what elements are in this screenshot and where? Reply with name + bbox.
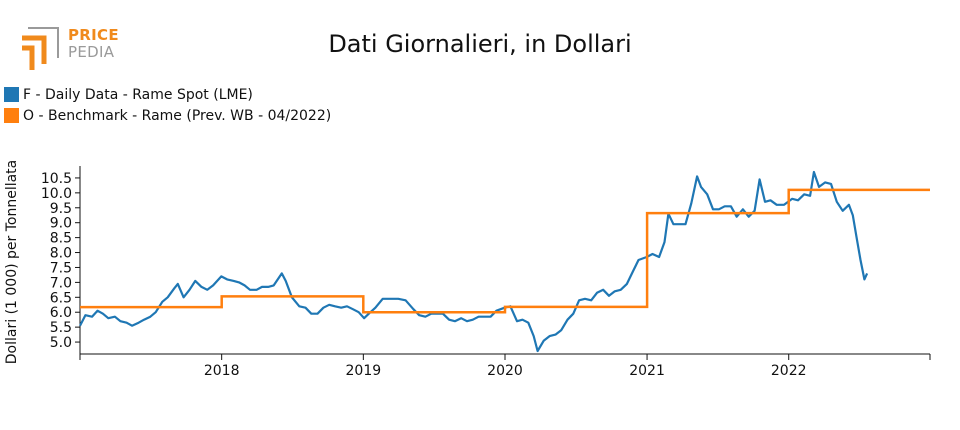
- chart-title: Dati Giornalieri, in Dollari: [328, 30, 632, 58]
- logo-word-pedia: PEDIA: [68, 43, 115, 61]
- legend-swatch-benchmark: [4, 108, 19, 123]
- y-tick-label: 9.5: [50, 201, 72, 217]
- x-tick-label: 2020: [487, 363, 523, 379]
- legend-label-copper-spot: F - Daily Data - Rame Spot (LME): [23, 86, 253, 103]
- logo-word-price: PRICE: [68, 26, 119, 44]
- x-tick-label: 2019: [346, 363, 382, 379]
- y-tick-label: 9.0: [50, 216, 72, 232]
- x-tick-label: 2018: [204, 363, 240, 379]
- legend-item-copper-spot[interactable]: F - Daily Data - Rame Spot (LME): [4, 84, 331, 105]
- legend-label-benchmark: O - Benchmark - Rame (Prev. WB - 04/2022…: [23, 107, 332, 124]
- chart-legend: F - Daily Data - Rame Spot (LME) O - Ben…: [4, 84, 331, 126]
- y-tick-label: 8.0: [50, 246, 72, 262]
- y-tick-label: 7.5: [50, 260, 72, 276]
- pricepedia-logo: PRICE PEDIA: [18, 24, 128, 74]
- series-line-copper-spot: [79, 170, 869, 353]
- y-axis: 5.05.56.06.57.07.58.08.59.09.510.010.5: [41, 166, 81, 354]
- y-tick-label: 8.5: [50, 231, 72, 247]
- y-axis-label: Dollari (1 000) per Tonnellata: [4, 160, 20, 364]
- y-tick-label: 5.0: [50, 335, 72, 351]
- x-tick-label: 2022: [771, 363, 807, 379]
- y-tick-label: 10.0: [41, 186, 72, 202]
- y-tick-label: 7.0: [50, 275, 72, 291]
- legend-item-benchmark[interactable]: O - Benchmark - Rame (Prev. WB - 04/2022…: [4, 105, 331, 126]
- series-layer: [79, 170, 930, 353]
- y-tick-label: 6.5: [50, 290, 72, 306]
- y-tick-label: 5.5: [50, 320, 72, 336]
- y-tick-label: 6.0: [50, 305, 72, 321]
- legend-swatch-copper-spot: [4, 87, 19, 102]
- y-tick-label: 10.5: [41, 171, 72, 187]
- x-axis: 2018 2019 2020 2021 2022: [79, 353, 931, 379]
- x-tick-label: 2021: [629, 363, 665, 379]
- pricepedia-logo-mark-icon: [22, 27, 59, 70]
- series-line-benchmark: [80, 188, 930, 314]
